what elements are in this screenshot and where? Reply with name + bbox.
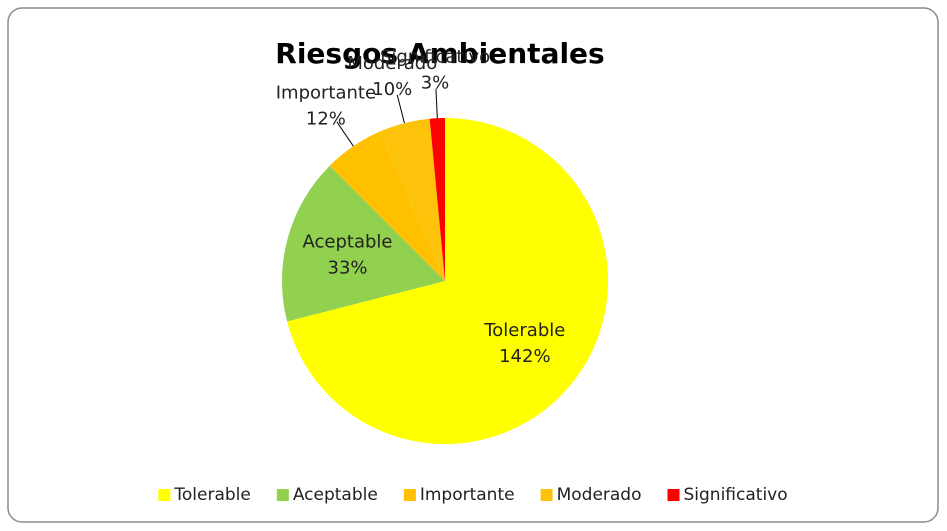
pie-slice <box>329 131 445 281</box>
legend-label: Significativo <box>684 485 788 505</box>
label-value: 3% <box>421 72 450 93</box>
data-label: Tolerable 142% <box>483 320 565 367</box>
data-label: Aceptable 33% <box>303 231 393 278</box>
data-label: Moderado 10% <box>347 53 437 100</box>
label-category: Moderado <box>347 53 437 74</box>
label-value: 33% <box>328 257 368 278</box>
label-category: Tolerable <box>483 320 565 341</box>
leader-line <box>396 94 405 124</box>
leader-line <box>435 88 438 119</box>
legend-label: Moderado <box>557 485 642 505</box>
legend-label: Aceptable <box>293 485 378 505</box>
legend-swatch <box>667 489 680 501</box>
legend-swatch <box>276 489 289 501</box>
legend-label: Importante <box>420 485 515 505</box>
leader-line <box>336 121 354 147</box>
pie-slice <box>282 165 445 322</box>
label-category: Importante <box>276 83 376 104</box>
label-value: 142% <box>499 346 550 367</box>
data-label: Importante 12% <box>276 83 376 130</box>
legend-swatch <box>403 489 416 501</box>
pie-slice <box>380 118 445 282</box>
legend-label: Tolerable <box>173 485 250 505</box>
pie-slice <box>429 118 445 281</box>
label-category: Aceptable <box>303 231 393 252</box>
pie-slice <box>287 118 608 445</box>
label-value: 12% <box>306 109 346 130</box>
label-value: 10% <box>372 79 412 100</box>
label-category: Significativo <box>380 46 490 67</box>
legend-swatch <box>158 489 171 501</box>
chart-title: Riesgos Ambientales <box>275 37 604 70</box>
data-label: Significativo 3% <box>380 46 490 93</box>
legend-swatch <box>540 489 553 501</box>
legend: Tolerable Aceptable Importante Moderado Sign… <box>158 485 788 505</box>
